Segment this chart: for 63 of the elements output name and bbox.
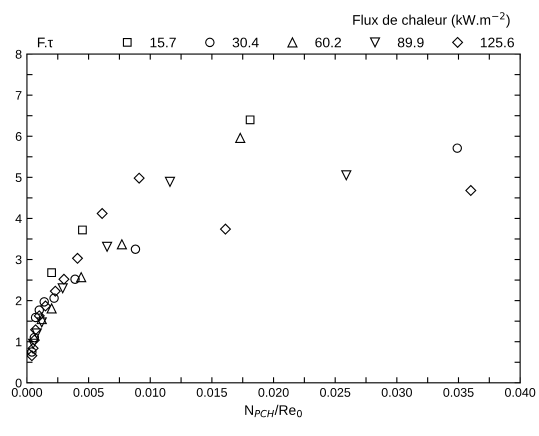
point bbox=[134, 172, 145, 184]
x-tick-label: 0.010 bbox=[135, 388, 166, 397]
point bbox=[58, 274, 70, 285]
y-tick-label: 1 bbox=[16, 338, 22, 346]
point bbox=[102, 242, 112, 252]
point bbox=[28, 334, 40, 346]
point bbox=[28, 342, 39, 354]
point bbox=[34, 310, 45, 322]
point bbox=[32, 328, 42, 339]
y-tick-label: 8 bbox=[16, 50, 22, 59]
legend-title: Flux de chaleur (kW.m$^{−2}$) bbox=[353, 12, 510, 28]
point bbox=[116, 239, 127, 250]
legend-label: 60.2 bbox=[315, 38, 341, 48]
x-tick-label: 0.020 bbox=[258, 388, 289, 397]
point bbox=[47, 268, 56, 278]
point bbox=[27, 347, 37, 357]
point bbox=[70, 274, 80, 284]
point bbox=[341, 170, 352, 180]
point bbox=[465, 185, 476, 196]
y-tick-label: 4 bbox=[15, 214, 22, 223]
point bbox=[72, 252, 83, 264]
y-tick-label: 6 bbox=[16, 132, 22, 141]
y-axis-title: F.τ bbox=[38, 38, 53, 48]
x-tick-label: 0.005 bbox=[73, 388, 104, 397]
y-tick-label: 2 bbox=[16, 296, 22, 306]
x-tick-label: 0.035 bbox=[443, 388, 474, 397]
y-tick-label: 0 bbox=[16, 378, 22, 388]
point bbox=[78, 226, 87, 234]
point bbox=[36, 317, 47, 328]
point bbox=[49, 293, 59, 303]
point bbox=[40, 300, 51, 312]
point bbox=[76, 272, 86, 282]
point bbox=[96, 208, 108, 219]
point bbox=[30, 324, 42, 336]
point bbox=[220, 224, 231, 235]
y-tick-label: 7 bbox=[16, 91, 22, 100]
point bbox=[46, 303, 57, 314]
point bbox=[50, 286, 61, 297]
point bbox=[452, 143, 462, 153]
point bbox=[235, 132, 246, 143]
point bbox=[26, 350, 38, 362]
point bbox=[34, 305, 44, 315]
point bbox=[130, 244, 140, 254]
point bbox=[36, 314, 47, 324]
point bbox=[39, 297, 49, 307]
x-tick-label: 0.040 bbox=[504, 388, 536, 397]
point bbox=[30, 312, 40, 322]
legend-label: 15.7 bbox=[150, 38, 176, 48]
point bbox=[28, 338, 38, 349]
x-tick-label: 0.025 bbox=[320, 388, 350, 397]
point bbox=[164, 176, 176, 187]
y-tick-label: 5 bbox=[16, 173, 22, 182]
x-tick-label: 0.015 bbox=[196, 388, 228, 397]
point bbox=[246, 115, 254, 124]
legend-label: 125.6 bbox=[480, 38, 514, 48]
legend-label: 30.4 bbox=[232, 38, 259, 48]
point bbox=[30, 332, 40, 342]
x-axis-title: N$_{PCH}$/Re$_{0}$ bbox=[245, 404, 302, 418]
y-tick-label: 3 bbox=[16, 255, 22, 264]
legend-label: 89.9 bbox=[398, 38, 424, 48]
x-tick-label: 0.000 bbox=[12, 388, 42, 397]
point bbox=[58, 283, 68, 294]
x-tick-label: 0.030 bbox=[382, 388, 412, 397]
